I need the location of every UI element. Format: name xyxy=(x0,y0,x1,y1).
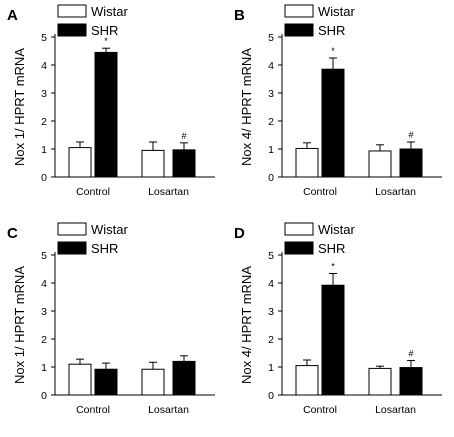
bar xyxy=(172,360,196,396)
y-tick-label: 1 xyxy=(268,144,274,156)
y-tick-label: 2 xyxy=(41,334,47,346)
y-tick-label: 2 xyxy=(268,116,274,128)
y-axis-label: Nox 4/ HPRT mRNA xyxy=(239,48,254,166)
panel-letter: C xyxy=(7,225,18,242)
y-tick-label: 3 xyxy=(268,306,274,318)
significance-marker: * xyxy=(331,261,335,271)
significance-marker: * xyxy=(331,46,335,56)
legend-label: SHR xyxy=(318,23,345,38)
legend-label: Wistar xyxy=(318,4,356,19)
y-tick-label: 3 xyxy=(41,88,47,100)
legend-label: Wistar xyxy=(318,222,356,237)
bar xyxy=(368,150,392,178)
x-tick-label: Control xyxy=(303,404,337,416)
y-tick-label: 5 xyxy=(41,32,47,44)
legend-label: Wistar xyxy=(91,4,129,19)
bar xyxy=(295,365,319,396)
bar xyxy=(295,147,319,178)
legend-label: SHR xyxy=(91,23,118,38)
bar xyxy=(368,367,392,396)
legend-swatch xyxy=(284,4,314,18)
legend-swatch xyxy=(284,241,314,255)
y-tick-label: 5 xyxy=(41,250,47,262)
legend-label: Wistar xyxy=(91,222,129,237)
bar xyxy=(321,68,345,178)
legend-swatch xyxy=(57,4,87,18)
legend-swatch xyxy=(57,23,87,37)
bar xyxy=(321,284,345,396)
bar xyxy=(399,367,423,396)
x-tick-label: Losartan xyxy=(148,186,189,198)
chart-panel: C Wistar SHR 0 1 2 3 4 5 Nox 1/ HPRT mRNA Control L… xyxy=(7,222,215,416)
y-tick-label: 3 xyxy=(268,88,274,100)
y-tick-label: 4 xyxy=(268,278,274,290)
y-tick-label: 5 xyxy=(268,250,274,262)
panel-letter: A xyxy=(7,7,18,24)
legend-swatch xyxy=(57,222,87,236)
y-tick-label: 0 xyxy=(268,172,274,184)
legend-swatch xyxy=(284,23,314,37)
y-tick-label: 4 xyxy=(268,60,274,72)
legend-label: SHR xyxy=(318,241,345,256)
bar xyxy=(94,368,118,396)
bar xyxy=(68,147,92,178)
y-tick-label: 1 xyxy=(268,362,274,374)
significance-marker: # xyxy=(181,131,186,141)
panel-letter: B xyxy=(234,7,245,24)
bar xyxy=(94,51,118,178)
bar xyxy=(68,363,92,396)
y-tick-label: 0 xyxy=(41,390,47,402)
panel-letter: D xyxy=(234,225,245,242)
x-tick-label: Control xyxy=(76,186,110,198)
y-axis-label: Nox 1/ HPRT mRNA xyxy=(12,266,27,384)
y-tick-label: 2 xyxy=(268,334,274,346)
x-tick-label: Control xyxy=(76,404,110,416)
chart-panel: B Wistar SHR 0 1 2 3 4 5 Nox 4/ HPRT mRNA Control L… xyxy=(234,4,442,198)
legend-swatch xyxy=(57,241,87,255)
bar xyxy=(141,368,165,396)
y-tick-label: 5 xyxy=(268,32,274,44)
x-tick-label: Losartan xyxy=(375,186,416,198)
x-tick-label: Losartan xyxy=(375,404,416,416)
y-tick-label: 2 xyxy=(41,116,47,128)
y-tick-label: 1 xyxy=(41,362,47,374)
y-axis-label: Nox 1/ HPRT mRNA xyxy=(12,48,27,166)
chart-panel: D Wistar SHR 0 1 2 3 4 5 Nox 4/ HPRT mRNA Control L… xyxy=(234,222,442,416)
y-axis-label: Nox 4/ HPRT mRNA xyxy=(239,266,254,384)
chart-panel: A Wistar SHR 0 1 2 3 4 5 Nox 1/ HPRT mRNA Control L… xyxy=(7,4,215,198)
significance-marker: # xyxy=(408,130,413,140)
y-tick-label: 4 xyxy=(41,278,47,290)
bar xyxy=(141,149,165,178)
legend-swatch xyxy=(284,222,314,236)
bar xyxy=(399,148,423,178)
y-tick-label: 3 xyxy=(41,306,47,318)
legend-label: SHR xyxy=(91,241,118,256)
y-tick-label: 4 xyxy=(41,60,47,72)
significance-marker: * xyxy=(104,36,108,46)
y-tick-label: 0 xyxy=(41,172,47,184)
y-tick-label: 0 xyxy=(268,390,274,402)
significance-marker: # xyxy=(408,349,413,359)
y-tick-label: 1 xyxy=(41,144,47,156)
x-tick-label: Losartan xyxy=(148,404,189,416)
x-tick-label: Control xyxy=(303,186,337,198)
bar xyxy=(172,149,196,178)
